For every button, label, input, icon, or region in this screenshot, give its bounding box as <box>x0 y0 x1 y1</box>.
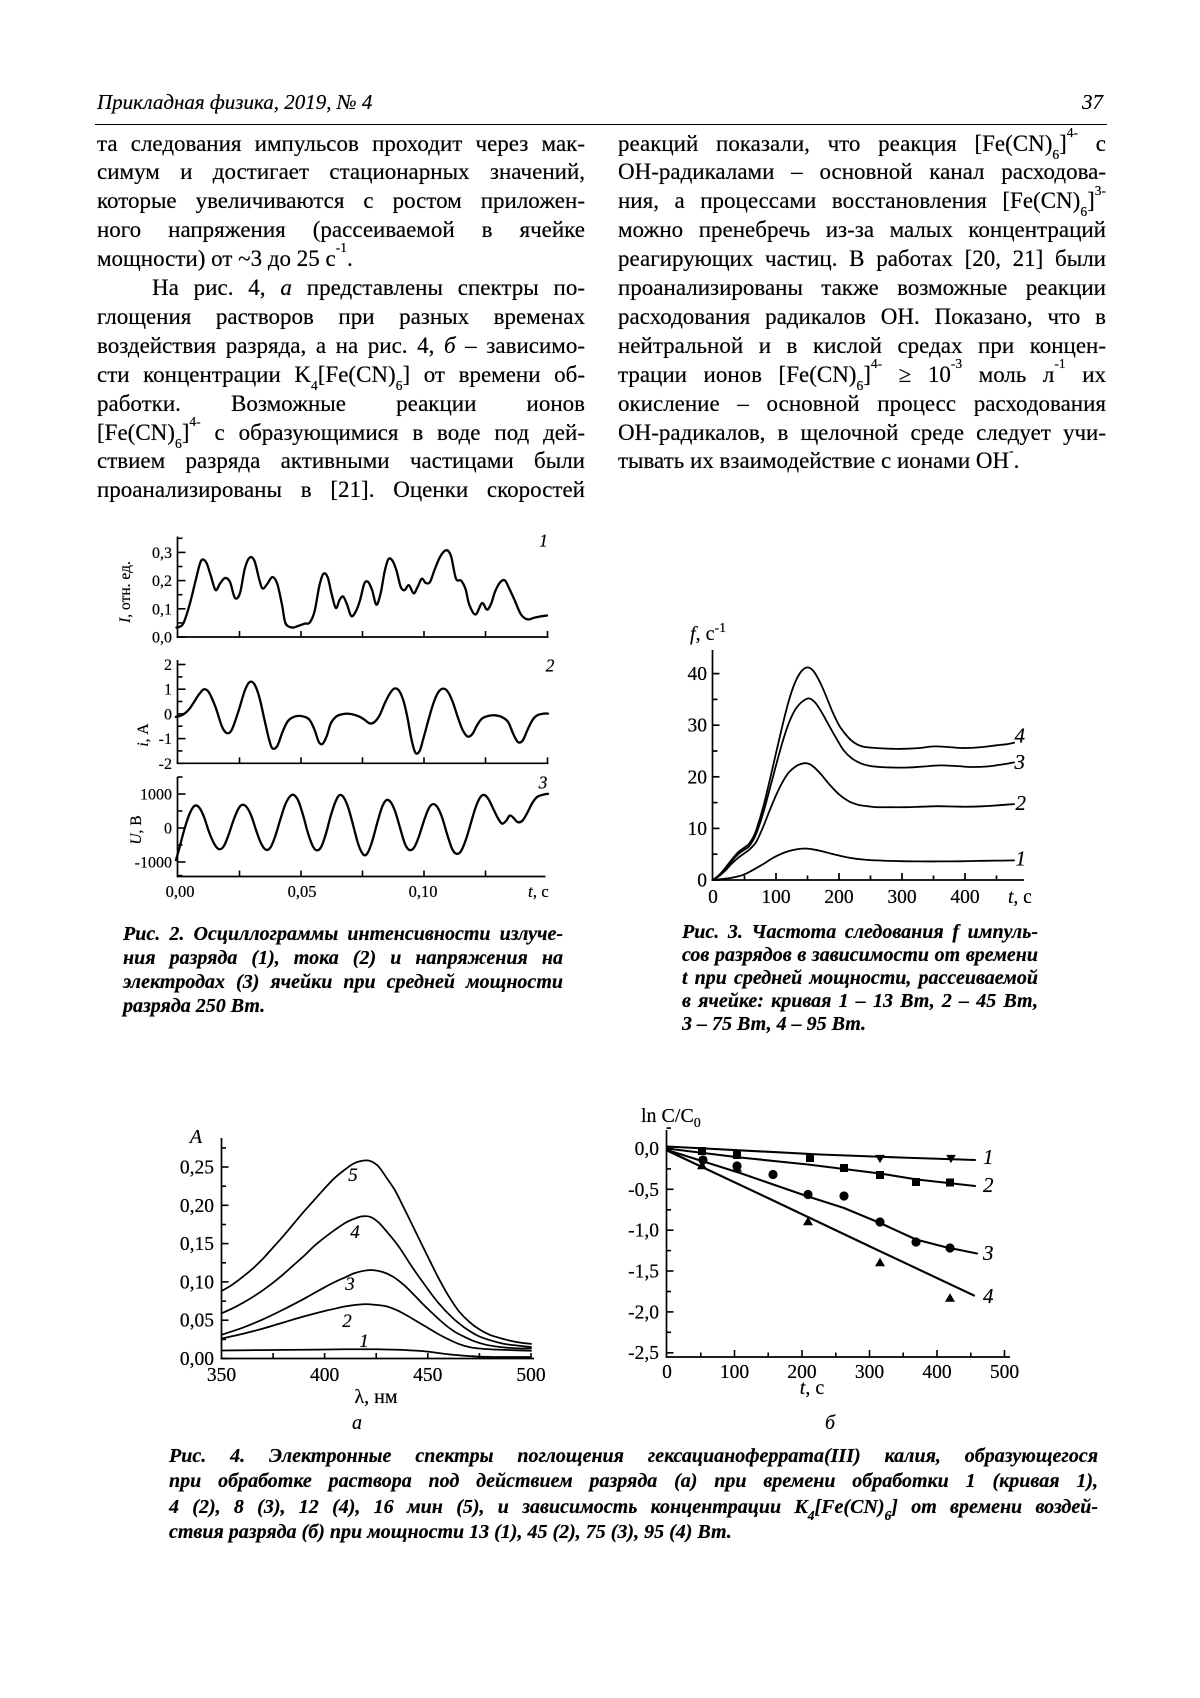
svg-text:0,10: 0,10 <box>180 1272 214 1293</box>
svg-text:30: 30 <box>688 716 708 737</box>
svg-text:t, с: t, с <box>1008 887 1032 908</box>
svg-text:3: 3 <box>1014 750 1026 774</box>
svg-text:0: 0 <box>708 887 718 908</box>
svg-text:2: 2 <box>1016 791 1027 815</box>
svg-text:0,0: 0,0 <box>635 1139 659 1160</box>
svg-text:A: A <box>188 1126 203 1148</box>
svg-text:-2,0: -2,0 <box>628 1302 659 1323</box>
svg-text:-1,5: -1,5 <box>628 1262 659 1283</box>
svg-text:-1,0: -1,0 <box>628 1221 659 1242</box>
svg-text:400: 400 <box>310 1365 339 1386</box>
svg-text:0,05: 0,05 <box>180 1311 214 1332</box>
svg-text:4: 4 <box>1015 724 1026 748</box>
svg-text:I, отн. ед.: I, отн. ед. <box>117 561 134 624</box>
svg-text:200: 200 <box>787 1362 816 1383</box>
svg-text:-2: -2 <box>159 756 172 773</box>
svg-text:б: б <box>825 1412 836 1434</box>
svg-text:0,20: 0,20 <box>180 1196 214 1217</box>
svg-text:20: 20 <box>688 767 708 788</box>
svg-text:f, с-1: f, с-1 <box>690 621 726 645</box>
svg-text:40: 40 <box>688 664 708 685</box>
svg-text:1: 1 <box>539 530 548 550</box>
svg-text:λ, нм: λ, нм <box>354 1386 397 1408</box>
svg-text:0: 0 <box>662 1362 672 1383</box>
svg-text:4: 4 <box>983 1284 994 1308</box>
svg-text:300: 300 <box>887 887 916 908</box>
svg-text:350: 350 <box>207 1365 236 1386</box>
svg-text:5: 5 <box>348 1165 358 1186</box>
svg-text:0,10: 0,10 <box>409 882 438 901</box>
svg-text:t, с: t, с <box>528 882 549 901</box>
svg-text:0,05: 0,05 <box>288 882 317 901</box>
svg-text:а: а <box>352 1412 362 1434</box>
svg-text:100: 100 <box>720 1362 749 1383</box>
svg-text:300: 300 <box>855 1362 884 1383</box>
svg-text:400: 400 <box>950 887 979 908</box>
svg-text:0,15: 0,15 <box>180 1234 214 1255</box>
svg-text:500: 500 <box>516 1365 545 1386</box>
svg-text:0: 0 <box>697 871 707 892</box>
svg-text:100: 100 <box>761 887 790 908</box>
svg-text:1: 1 <box>1016 847 1027 871</box>
svg-text:400: 400 <box>922 1362 951 1383</box>
svg-text:10: 10 <box>688 819 708 840</box>
svg-text:2: 2 <box>164 657 172 674</box>
svg-text:-1: -1 <box>159 731 172 748</box>
svg-text:i, А: i, А <box>135 723 152 747</box>
svg-text:0,1: 0,1 <box>152 601 172 618</box>
svg-text:0: 0 <box>164 821 172 838</box>
svg-text:2: 2 <box>342 1311 352 1332</box>
svg-text:0,00: 0,00 <box>180 1349 214 1370</box>
svg-text:1000: 1000 <box>140 787 172 804</box>
svg-text:0,2: 0,2 <box>152 573 172 590</box>
svg-text:-2,5: -2,5 <box>628 1343 659 1364</box>
svg-text:2: 2 <box>983 1173 994 1197</box>
svg-text:U, В: U, В <box>128 815 145 844</box>
svg-text:0,3: 0,3 <box>152 545 172 562</box>
svg-text:0: 0 <box>164 706 172 723</box>
svg-text:4: 4 <box>350 1222 360 1243</box>
svg-text:1: 1 <box>164 682 172 699</box>
svg-text:1: 1 <box>359 1331 369 1352</box>
svg-text:3: 3 <box>982 1241 994 1265</box>
svg-text:-0,5: -0,5 <box>628 1180 659 1201</box>
svg-text:1: 1 <box>983 1145 994 1169</box>
svg-text:450: 450 <box>413 1365 442 1386</box>
svg-text:2: 2 <box>546 656 555 676</box>
svg-text:3: 3 <box>344 1274 355 1295</box>
svg-text:0,0: 0,0 <box>152 630 172 647</box>
svg-text:-1000: -1000 <box>135 855 172 872</box>
svg-text:t, с: t, с <box>800 1377 825 1399</box>
svg-text:ln C/C0: ln C/C0 <box>641 1105 701 1131</box>
svg-text:500: 500 <box>990 1362 1019 1383</box>
svg-text:0,00: 0,00 <box>166 882 195 901</box>
svg-text:200: 200 <box>824 887 853 908</box>
svg-text:3: 3 <box>538 773 548 793</box>
svg-text:0,25: 0,25 <box>180 1158 214 1179</box>
